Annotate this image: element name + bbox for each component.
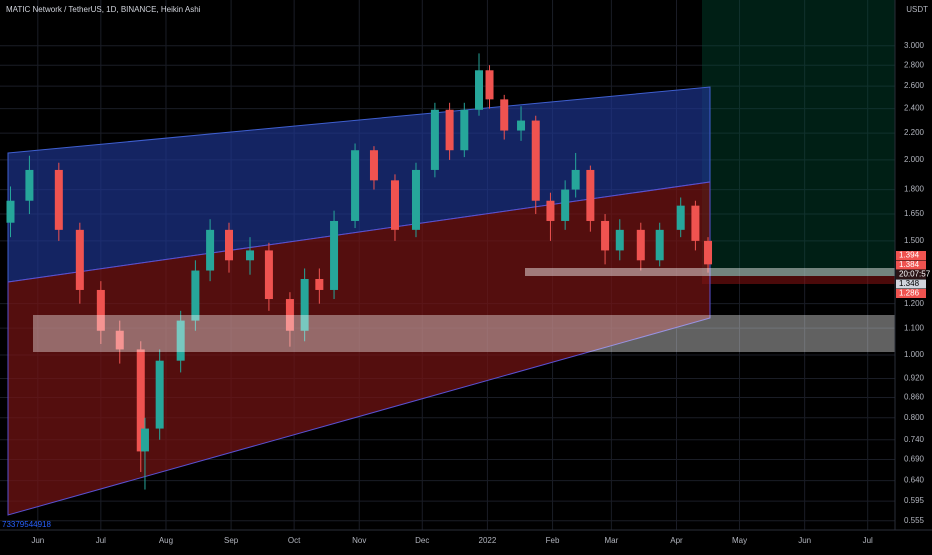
price-label-bg (896, 279, 926, 289)
x-tick-label: Aug (159, 536, 173, 545)
x-tick-label: Jun (31, 536, 44, 545)
candle-body (475, 70, 484, 110)
candle-body (155, 360, 164, 429)
candle-body (225, 229, 234, 261)
candle-body (246, 250, 255, 261)
x-tick-label: Jun (798, 536, 811, 545)
candle-body (615, 229, 624, 251)
candle-body (330, 220, 339, 290)
candle-body (369, 150, 378, 181)
y-tick-label: 2.400 (904, 104, 925, 113)
candle-body (586, 169, 595, 221)
candle-body (571, 169, 580, 190)
y-tick-label: 0.740 (904, 435, 925, 444)
candle-body (500, 99, 509, 131)
candle-body (351, 150, 360, 221)
candle-body (704, 240, 713, 265)
x-tick-label: 2022 (479, 536, 497, 545)
price-label-bg (896, 251, 926, 261)
stop-zone (702, 276, 895, 284)
candle-body (517, 120, 526, 131)
candle-body (140, 428, 149, 452)
candle-body (206, 229, 215, 271)
x-tick-label: Feb (546, 536, 560, 545)
candle-body (430, 109, 439, 170)
y-tick-label: 1.650 (904, 209, 925, 218)
price-label: 20:07:57 (899, 270, 931, 279)
candle-body (315, 279, 324, 290)
y-tick-label: 0.860 (904, 393, 925, 402)
candles (6, 53, 713, 490)
candle-body (6, 200, 15, 223)
candle-body (445, 109, 454, 151)
price-label-bg (896, 289, 926, 299)
price-label: 1.286 (899, 289, 920, 298)
candle-body (561, 189, 570, 221)
y-tick-label: 0.640 (904, 476, 925, 485)
y-tick-label: 3.000 (904, 41, 925, 50)
channel-lower (7, 181, 711, 516)
y-tick-label: 2.200 (904, 128, 925, 137)
x-tick-label: Oct (288, 536, 301, 545)
candle-body (300, 279, 309, 331)
y-tick-label: 0.595 (904, 496, 925, 505)
candle-body (460, 109, 469, 151)
candle-body (115, 330, 124, 350)
candle-body (191, 270, 200, 321)
candle-body (546, 200, 555, 221)
candle-body (285, 299, 294, 331)
candle-body (54, 169, 63, 230)
candle-body (25, 169, 34, 201)
candle-body (601, 220, 610, 251)
candle-body (655, 229, 664, 261)
currency[interactable]: USDT (906, 5, 928, 14)
y-tick-label: 1.200 (904, 299, 925, 308)
support-line-zone (525, 268, 895, 276)
y-tick-label: 0.690 (904, 455, 925, 464)
x-tick-label: Jul (96, 536, 106, 545)
candle-body (176, 320, 185, 361)
x-tick-label: Apr (670, 536, 683, 545)
y-tick-label: 1.800 (904, 185, 925, 194)
price-label-bg (896, 270, 926, 280)
candle-body (531, 120, 540, 201)
x-tick-label: Dec (415, 536, 429, 545)
y-tick-label: 2.000 (904, 155, 925, 164)
candle-body (75, 229, 84, 290)
candle-body (485, 70, 494, 100)
candle-body (264, 250, 273, 300)
y-tick-label: 1.000 (904, 350, 925, 359)
price-label: 1.348 (899, 279, 920, 288)
y-tick-label: 0.920 (904, 374, 925, 383)
price-label: 1.394 (899, 251, 920, 260)
y-tick-label: 1.100 (904, 323, 925, 332)
price-label-bg (896, 260, 926, 270)
y-tick-label: 1.500 (904, 236, 925, 245)
x-tick-label: Jul (863, 536, 873, 545)
support-zone (33, 315, 895, 352)
candle-body (96, 289, 105, 331)
price-label: 1.384 (899, 260, 920, 269)
x-tick-label: Sep (224, 536, 239, 545)
target-zone (702, 0, 895, 276)
candle-body (676, 205, 685, 230)
y-tick-label: 2.600 (904, 81, 925, 90)
volume-label: 73379544918 (2, 520, 51, 529)
y-tick-label: 0.800 (904, 413, 925, 422)
candle-body (136, 349, 145, 452)
candle-body (636, 229, 645, 261)
y-tick-label: 2.800 (904, 60, 925, 69)
candle-body (411, 169, 420, 230)
y-tick-label: 0.555 (904, 516, 925, 525)
x-tick-label: Nov (352, 536, 366, 545)
x-tick-label: Mar (604, 536, 618, 545)
candle-body (390, 180, 399, 230)
chart-title: MATIC Network / TetherUS, 1D, BINANCE, H… (6, 5, 201, 14)
x-tick-label: May (732, 536, 747, 545)
candle-body (691, 205, 700, 241)
